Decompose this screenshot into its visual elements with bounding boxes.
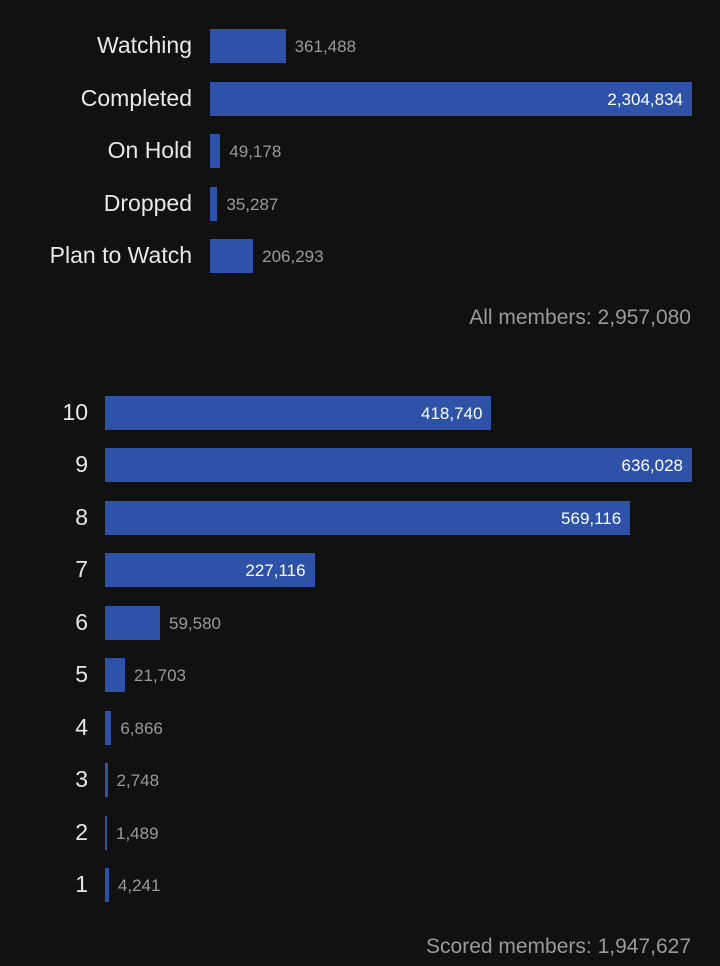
score-bar-2: [105, 815, 107, 850]
score-value-3: 2,748: [116, 771, 160, 791]
score-value-1: 4,241: [117, 876, 161, 896]
score-bar-3: [105, 763, 108, 798]
score-label-2: 2: [75, 818, 88, 845]
status-bar-completed: [210, 81, 692, 116]
status-label-completed: Completed: [80, 84, 192, 111]
score-label-9: 9: [75, 451, 88, 478]
status-value-watching: 361,488: [294, 37, 357, 56]
score-label-3: 3: [75, 766, 88, 793]
score-value-7: 227,116: [245, 561, 306, 581]
status-bar-plan-to-watch: [210, 239, 254, 274]
status-bar-on-hold: [210, 134, 221, 169]
score-label-10: 10: [62, 399, 88, 425]
score-value-9: 636,028: [621, 456, 683, 476]
score-bar-10: [105, 396, 492, 430]
score-label-4: 4: [75, 713, 88, 740]
score-value-6: 59,580: [168, 613, 221, 633]
score-label-8: 8: [75, 503, 88, 530]
status-value-plan-to-watch: 206,293: [262, 247, 324, 267]
status-value-completed: 2,304,834: [607, 89, 683, 109]
status-label-dropped: Dropped: [103, 189, 192, 216]
score-label-7: 7: [75, 556, 88, 583]
status-label-plan-to-watch: Plan to Watch: [49, 242, 192, 269]
scored-members-total: Scored members: 1,947,627: [426, 935, 691, 958]
status-bar-watching: [210, 29, 286, 63]
score-bar-4: [105, 710, 112, 745]
score-label-6: 6: [75, 608, 88, 635]
score-value-4: 6,866: [120, 718, 163, 738]
score-label-1: 1: [75, 871, 88, 898]
status-label-watching: Watching: [96, 32, 192, 58]
score-value-5: 21,703: [134, 666, 187, 686]
score-bar-6: [105, 605, 160, 640]
score-bar-7: [105, 553, 315, 588]
status-value-on-hold: 49,178: [229, 142, 282, 162]
status-label-on-hold: On Hold: [107, 137, 192, 164]
score-value-8: 569,116: [561, 508, 622, 528]
status-value-dropped: 35,287: [226, 194, 279, 214]
all-members-total: All members: 2,957,080: [469, 306, 691, 329]
score-bar-8: [105, 500, 631, 535]
status-bar-dropped: [210, 186, 218, 221]
score-value-2: 1,489: [116, 823, 159, 843]
score-label-5: 5: [75, 661, 88, 688]
score-bar-1: [105, 868, 109, 903]
score-value-10: 418,740: [421, 404, 483, 423]
score-bar-5: [105, 658, 126, 693]
score-bar-9: [105, 448, 692, 483]
